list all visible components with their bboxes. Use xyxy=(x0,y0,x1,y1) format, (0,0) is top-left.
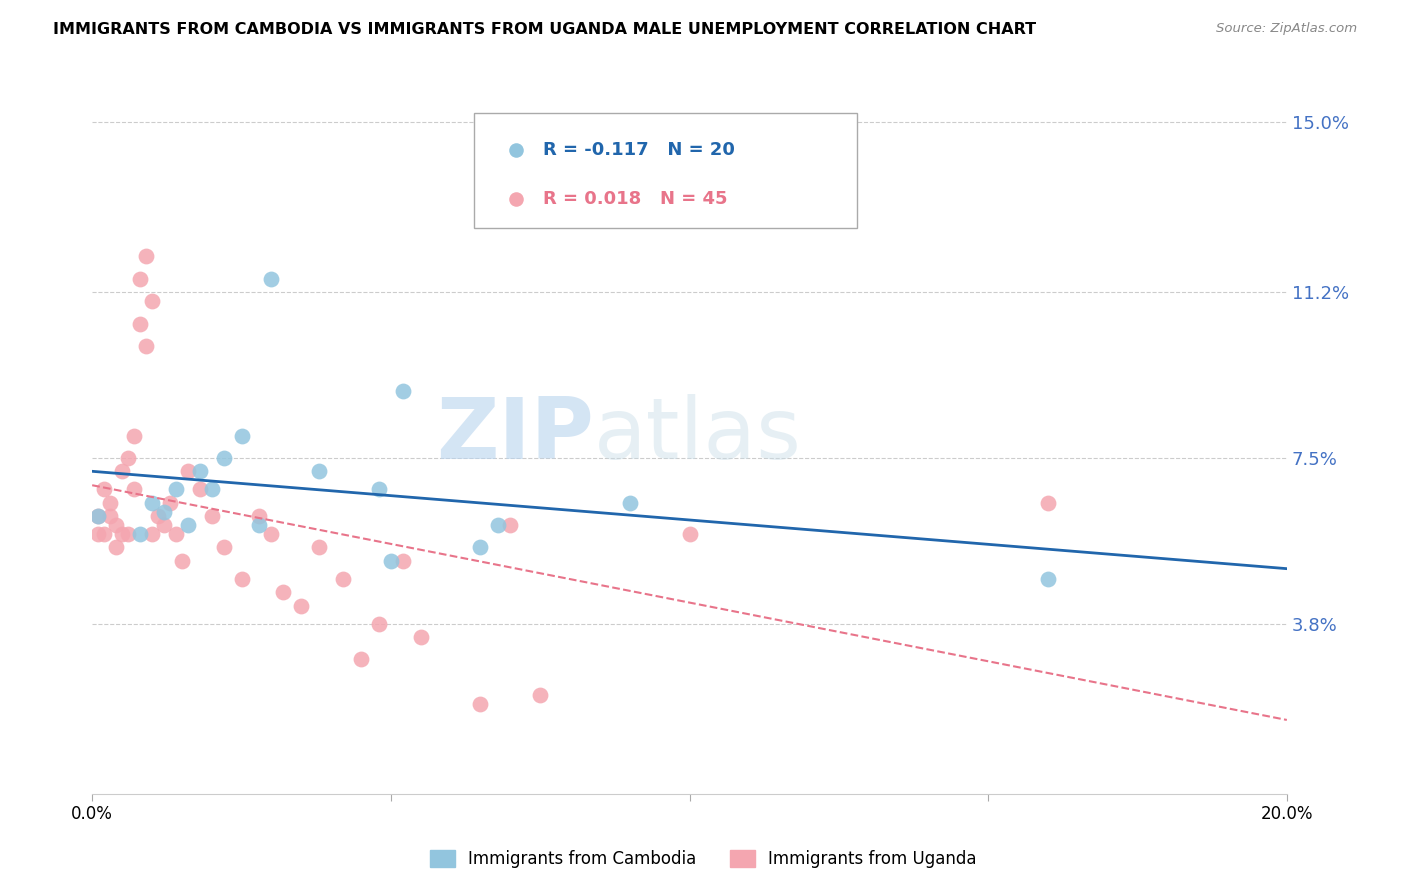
Text: R = -0.117   N = 20: R = -0.117 N = 20 xyxy=(543,142,734,160)
Point xyxy=(212,541,235,555)
Point xyxy=(367,483,389,497)
Point xyxy=(273,585,295,599)
Point xyxy=(87,509,110,524)
Point xyxy=(129,317,152,331)
Point xyxy=(391,384,413,398)
Text: ZIP: ZIP xyxy=(436,394,593,477)
Point xyxy=(122,483,145,497)
Point xyxy=(308,541,330,555)
Point xyxy=(470,697,492,711)
Point xyxy=(159,496,181,510)
Text: Source: ZipAtlas.com: Source: ZipAtlas.com xyxy=(1216,22,1357,36)
Point xyxy=(308,464,330,478)
Point xyxy=(350,652,373,666)
Point xyxy=(122,428,145,442)
Point xyxy=(367,616,389,631)
Point xyxy=(135,250,157,264)
Point xyxy=(170,554,193,568)
Point xyxy=(249,518,271,533)
Point xyxy=(177,518,200,533)
Point xyxy=(141,527,163,541)
Text: IMMIGRANTS FROM CAMBODIA VS IMMIGRANTS FROM UGANDA MALE UNEMPLOYMENT CORRELATION: IMMIGRANTS FROM CAMBODIA VS IMMIGRANTS F… xyxy=(53,22,1036,37)
Point xyxy=(93,483,115,497)
Text: atlas: atlas xyxy=(593,394,801,477)
Point xyxy=(129,272,152,286)
Point xyxy=(135,339,157,353)
Point xyxy=(98,496,121,510)
Point xyxy=(212,450,235,465)
Point xyxy=(153,518,176,533)
Point xyxy=(129,527,152,541)
Point xyxy=(249,509,271,524)
Point xyxy=(117,527,139,541)
Point xyxy=(486,518,509,533)
Point xyxy=(188,464,211,478)
Point xyxy=(105,541,128,555)
Point xyxy=(332,572,354,586)
Point xyxy=(409,630,432,644)
Point xyxy=(141,496,163,510)
Point xyxy=(165,483,187,497)
Point xyxy=(177,464,200,478)
Point xyxy=(529,688,551,702)
Point xyxy=(201,483,224,497)
Point xyxy=(678,527,700,541)
Point xyxy=(165,527,187,541)
Point xyxy=(391,554,413,568)
Point xyxy=(260,527,283,541)
Point xyxy=(146,509,169,524)
Point xyxy=(619,496,641,510)
Point xyxy=(111,464,134,478)
Point xyxy=(98,509,121,524)
Point xyxy=(87,527,110,541)
FancyBboxPatch shape xyxy=(474,113,856,227)
Point xyxy=(93,527,115,541)
Point xyxy=(231,572,253,586)
Point xyxy=(380,554,402,568)
Text: R = 0.018   N = 45: R = 0.018 N = 45 xyxy=(543,190,727,208)
Point xyxy=(153,505,176,519)
Point xyxy=(231,428,253,442)
Point xyxy=(1036,496,1059,510)
Legend: Immigrants from Cambodia, Immigrants from Uganda: Immigrants from Cambodia, Immigrants fro… xyxy=(423,843,983,875)
Point xyxy=(1036,572,1059,586)
Point xyxy=(260,272,283,286)
Point xyxy=(201,509,224,524)
Point xyxy=(141,294,163,309)
Point xyxy=(111,527,134,541)
Point xyxy=(105,518,128,533)
Point xyxy=(87,509,110,524)
Point xyxy=(117,450,139,465)
Point xyxy=(290,599,312,613)
Point xyxy=(499,518,522,533)
Point xyxy=(470,541,492,555)
Point xyxy=(188,483,211,497)
